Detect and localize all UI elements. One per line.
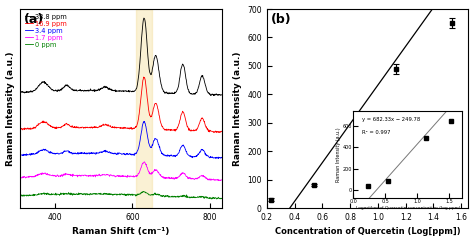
3.4 ppm [109, 152, 114, 155]
3.4 ppm [69, 152, 75, 155]
Line: 16.9 ppm: 16.9 ppm [20, 77, 221, 133]
16.9 ppm [141, 76, 146, 79]
16.9 ppm [169, 129, 175, 131]
16.9 ppm [217, 131, 223, 134]
0 ppm [53, 192, 59, 195]
3.4 ppm [219, 156, 224, 159]
Y-axis label: Raman Intensity (a.u.): Raman Intensity (a.u.) [233, 51, 242, 166]
0 ppm [136, 193, 142, 196]
3.4 ppm [142, 120, 147, 123]
Line: 0 ppm: 0 ppm [20, 191, 221, 199]
Text: (b): (b) [271, 13, 292, 26]
Line: 33.8 ppm: 33.8 ppm [20, 18, 221, 96]
1.7 ppm [17, 175, 23, 178]
Y-axis label: Raman Intensity (a.u.): Raman Intensity (a.u.) [6, 51, 15, 166]
0 ppm [214, 197, 219, 200]
33.8 ppm [69, 88, 75, 91]
3.4 ppm [152, 137, 158, 140]
0 ppm [152, 191, 158, 194]
3.4 ppm [53, 152, 59, 155]
33.8 ppm [152, 55, 158, 58]
16.9 ppm [109, 126, 114, 129]
X-axis label: Raman Shift (cm⁻¹): Raman Shift (cm⁻¹) [72, 227, 170, 236]
1.7 ppm [109, 174, 114, 176]
3.4 ppm [216, 157, 221, 160]
16.9 ppm [69, 126, 75, 129]
0 ppm [141, 190, 146, 193]
33.8 ppm [210, 94, 216, 97]
Legend: 33.8 ppm, 16.9 ppm, 3.4 ppm, 1.7 ppm, 0 ppm: 33.8 ppm, 16.9 ppm, 3.4 ppm, 1.7 ppm, 0 … [23, 12, 69, 49]
X-axis label: Concentration of Quercetin (Log[ppm]): Concentration of Quercetin (Log[ppm]) [274, 227, 460, 236]
33.8 ppm [136, 73, 142, 76]
1.7 ppm [136, 172, 142, 174]
1.7 ppm [152, 169, 158, 172]
Text: (a): (a) [24, 13, 45, 26]
1.7 ppm [142, 160, 147, 163]
0 ppm [169, 196, 175, 198]
1.7 ppm [169, 177, 175, 180]
33.8 ppm [219, 93, 224, 96]
33.8 ppm [17, 91, 23, 93]
0 ppm [69, 193, 75, 196]
3.4 ppm [17, 154, 23, 157]
33.8 ppm [169, 92, 175, 95]
Line: 1.7 ppm: 1.7 ppm [20, 162, 221, 181]
1.7 ppm [53, 175, 59, 178]
16.9 ppm [219, 130, 224, 133]
1.7 ppm [216, 179, 221, 182]
0 ppm [219, 197, 224, 200]
33.8 ppm [141, 17, 147, 20]
1.7 ppm [69, 174, 75, 177]
1.7 ppm [219, 178, 224, 181]
16.9 ppm [136, 114, 142, 117]
33.8 ppm [109, 89, 114, 92]
33.8 ppm [53, 88, 59, 91]
16.9 ppm [17, 128, 23, 130]
3.4 ppm [169, 154, 175, 157]
Bar [137, 9, 152, 208]
Line: 3.4 ppm: 3.4 ppm [20, 121, 221, 159]
16.9 ppm [53, 127, 59, 130]
0 ppm [109, 192, 114, 195]
16.9 ppm [152, 102, 158, 105]
3.4 ppm [136, 145, 142, 148]
0 ppm [17, 195, 23, 197]
